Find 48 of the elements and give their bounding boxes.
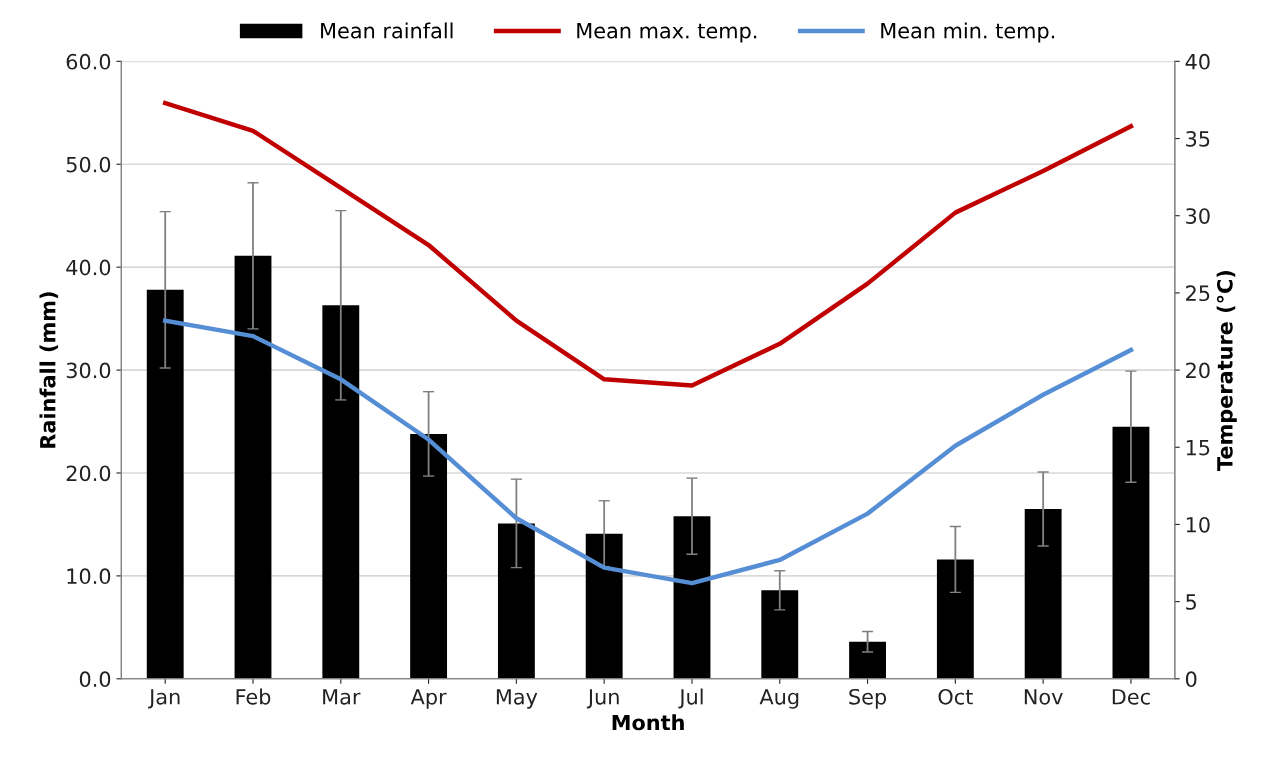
y2-tick-label: 10 bbox=[1186, 516, 1210, 533]
bar bbox=[673, 516, 711, 679]
bar bbox=[585, 533, 623, 679]
x-tick-label: Aug bbox=[759, 689, 799, 709]
y2-tick-label: 30 bbox=[1186, 208, 1210, 224]
line-series bbox=[162, 100, 1134, 388]
x-tick-label: Mar bbox=[323, 689, 361, 705]
bar bbox=[234, 255, 272, 679]
y-tick-label: 20.0 bbox=[66, 465, 111, 482]
y2-tick-label: 0 bbox=[1185, 671, 1197, 688]
y2-tick-label: 5 bbox=[1186, 594, 1196, 610]
x-tick-label: Jul bbox=[678, 688, 703, 709]
y2-tick-label: 20 bbox=[1186, 362, 1210, 379]
y-axis-title: Rainfall (mm) bbox=[39, 292, 59, 448]
bar bbox=[497, 523, 535, 679]
bar bbox=[410, 433, 448, 679]
bar bbox=[322, 305, 360, 679]
bar bbox=[849, 641, 886, 679]
bar bbox=[146, 289, 184, 679]
x-axis-title: Month bbox=[612, 714, 684, 731]
x-tick-label: Nov bbox=[1024, 689, 1063, 705]
bar bbox=[1112, 426, 1150, 679]
y-tick-label: 60.0 bbox=[66, 53, 111, 70]
legend-label: Mean rainfall bbox=[321, 22, 453, 39]
x-tick-label: Jun bbox=[586, 689, 619, 709]
legend-label: Mean min. temp. bbox=[881, 22, 1055, 43]
x-tick-label: May bbox=[496, 689, 538, 709]
x-tick-label: Oct bbox=[938, 688, 973, 705]
bar bbox=[936, 559, 974, 679]
y-tick-label: 10.0 bbox=[67, 568, 111, 585]
y2-tick-label: 15 bbox=[1186, 439, 1210, 456]
x-tick-label: Jan bbox=[148, 689, 180, 709]
bar bbox=[761, 590, 799, 679]
x-tick-label: Feb bbox=[236, 688, 271, 705]
y-tick-label: 40.0 bbox=[66, 259, 111, 276]
y-tick-label: 50.0 bbox=[66, 156, 111, 173]
y2-tick-label: 25 bbox=[1186, 285, 1210, 302]
y-tick-label: 30.0 bbox=[66, 362, 111, 379]
x-tick-label: Sep bbox=[849, 688, 887, 709]
legend-label: Mean max. temp. bbox=[577, 23, 757, 43]
y-tick-label: 0.0 bbox=[79, 671, 111, 688]
y2-tick-label: 40 bbox=[1185, 53, 1210, 70]
y2-tick-label: 35 bbox=[1186, 130, 1210, 147]
x-tick-label: Dec bbox=[1112, 689, 1150, 705]
line-series bbox=[162, 318, 1134, 586]
bar bbox=[1024, 509, 1062, 679]
x-tick-label: Apr bbox=[410, 689, 447, 709]
y2-axis-title: Temperature (°C) bbox=[1216, 270, 1237, 471]
